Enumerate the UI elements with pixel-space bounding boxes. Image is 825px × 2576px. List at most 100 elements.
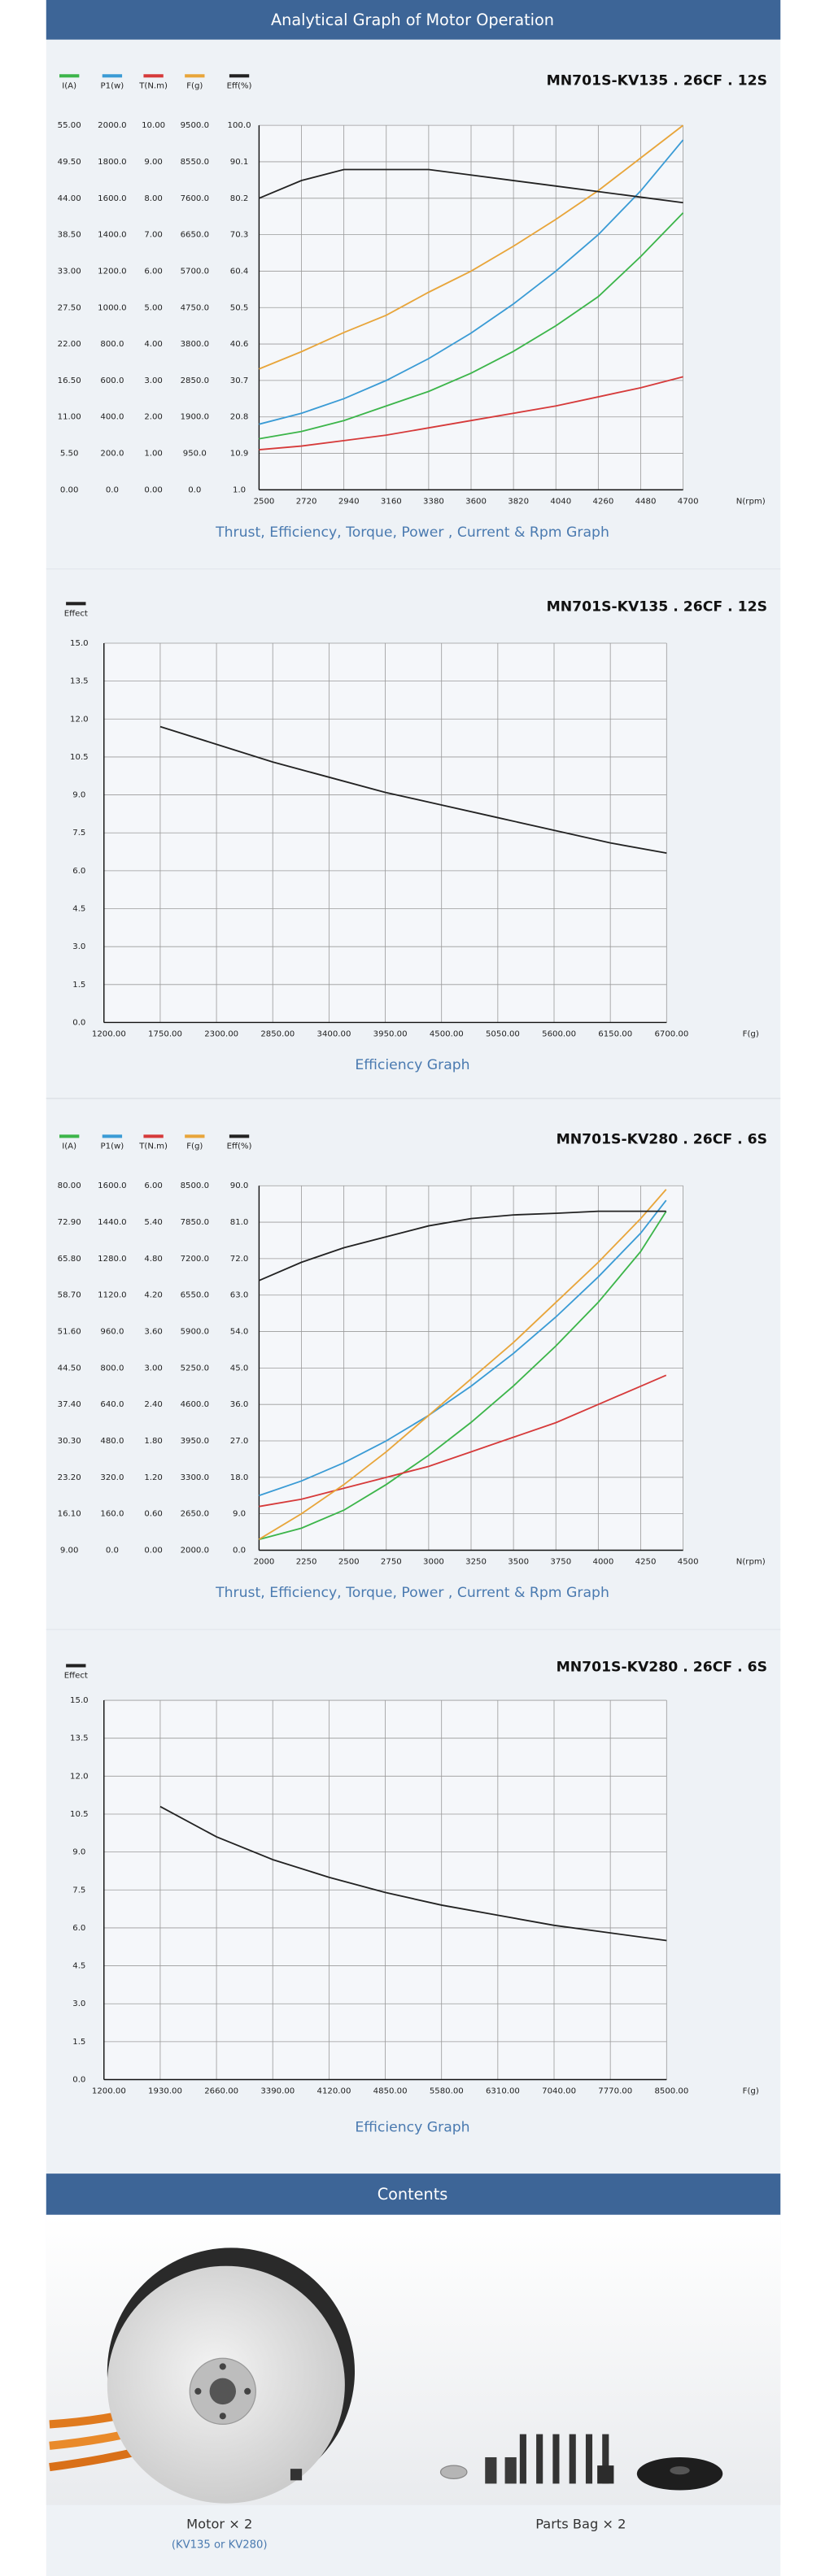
legend-swatch xyxy=(229,74,250,78)
y-tick-label: 72.90 xyxy=(58,1218,81,1227)
series-line xyxy=(259,1374,667,1508)
y-tick-label: 7.00 xyxy=(144,231,163,240)
y-tick-label: 9.0 xyxy=(72,1848,85,1857)
legend-label: F(g) xyxy=(186,1142,203,1151)
y-tick-label: 27.50 xyxy=(58,303,81,312)
y-tick-label: 65.80 xyxy=(58,1255,81,1264)
y-tick-label: 11.00 xyxy=(58,413,81,422)
bolt xyxy=(485,2456,497,2484)
y-tick-label: 70.3 xyxy=(230,231,249,240)
x-tick-label: 2500 xyxy=(254,498,275,507)
y-tick-label: 27.0 xyxy=(230,1437,249,1446)
motor-shaft xyxy=(209,2378,237,2405)
chart-caption: Efficiency Graph xyxy=(355,2119,469,2135)
x-tick-label: 3390.00 xyxy=(260,2087,295,2096)
legend-swatch xyxy=(59,1134,80,1138)
x-tick-label: 1200.00 xyxy=(92,1030,126,1039)
y-tick-label: 6650.0 xyxy=(181,231,209,240)
y-tick-label: 9500.0 xyxy=(181,121,209,130)
y-tick-label: 1900.0 xyxy=(181,413,209,422)
y-tick-label: 10.00 xyxy=(142,121,165,130)
x-tick-label: 1930.00 xyxy=(148,2087,182,2096)
legend-label: T(N.m) xyxy=(138,81,168,90)
y-tick-label: 8550.0 xyxy=(181,158,209,167)
chart-title: MN701S-KV135 . 26CF . 12S xyxy=(547,72,767,89)
legend-label: I(A) xyxy=(62,1142,76,1151)
y-tick-label: 44.50 xyxy=(58,1364,81,1373)
y-tick-label: 30.7 xyxy=(230,376,249,385)
y-tick-label: 1400.0 xyxy=(98,231,126,240)
x-tick-label: 3380 xyxy=(423,498,444,507)
y-tick-label: 13.5 xyxy=(70,677,89,686)
x-tick-label: 8500.00 xyxy=(654,2087,688,2096)
y-tick-label: 1440.0 xyxy=(98,1218,126,1227)
legend-swatch xyxy=(143,74,164,78)
hole xyxy=(219,2363,226,2370)
y-tick-label: 100.0 xyxy=(228,121,251,130)
y-tick-label: 44.00 xyxy=(58,194,81,203)
contents-bar xyxy=(46,2174,781,2215)
y-tick-label: 12.0 xyxy=(70,715,89,724)
y-tick-label: 80.2 xyxy=(230,194,249,203)
y-tick-label: 0.0 xyxy=(233,1546,246,1555)
y-tick-label: 6.0 xyxy=(72,1924,85,1933)
x-tick-label: 6310.00 xyxy=(486,2087,520,2096)
x-axis-label: F(g) xyxy=(743,2087,759,2096)
y-tick-label: 38.50 xyxy=(58,231,81,240)
y-tick-label: 4.5 xyxy=(72,1962,85,1971)
legend-swatch xyxy=(102,1134,123,1138)
y-tick-label: 6.0 xyxy=(72,867,85,876)
adapter-hole xyxy=(670,2466,690,2475)
y-tick-label: 960.0 xyxy=(100,1328,124,1337)
x-tick-label: 4480 xyxy=(635,498,657,507)
y-tick-label: 950.0 xyxy=(183,450,207,459)
y-tick-label: 1.5 xyxy=(72,981,85,990)
x-tick-label: 4040 xyxy=(550,498,571,507)
legend-swatch xyxy=(185,74,205,78)
y-tick-label: 1.00 xyxy=(144,450,163,459)
x-tick-label: 3000 xyxy=(423,1558,444,1567)
y-tick-label: 800.0 xyxy=(100,340,124,349)
y-tick-label: 7.5 xyxy=(72,1886,85,1895)
x-tick-label: 3400.00 xyxy=(317,1030,351,1039)
y-tick-label: 0.00 xyxy=(144,485,163,494)
legend-swatch xyxy=(229,1134,250,1138)
header-bar xyxy=(46,0,781,40)
washer xyxy=(439,2465,468,2479)
y-tick-label: 1600.0 xyxy=(98,1181,126,1190)
x-tick-label: 2250 xyxy=(296,1558,317,1567)
y-tick-label: 16.10 xyxy=(58,1510,81,1519)
x-tick-label: 2300.00 xyxy=(204,1030,238,1039)
contents-title: Contents xyxy=(378,2185,448,2204)
y-tick-label: 81.0 xyxy=(230,1218,249,1227)
x-axis-label: F(g) xyxy=(743,1030,759,1039)
x-tick-label: 3250 xyxy=(465,1558,487,1567)
logo xyxy=(290,2469,303,2481)
y-tick-label: 1.0 xyxy=(233,485,246,494)
x-tick-label: 3750 xyxy=(550,1558,571,1567)
x-tick-label: 2660.00 xyxy=(204,2087,238,2096)
chart-title: MN701S-KV280 . 26CF . 6S xyxy=(557,1131,767,1147)
y-tick-label: 4750.0 xyxy=(181,303,209,312)
y-tick-label: 15.0 xyxy=(70,639,89,648)
y-tick-label: 8500.0 xyxy=(181,1181,209,1190)
chart-title: MN701S-KV135 . 26CF . 12S xyxy=(547,598,767,615)
y-tick-label: 2850.0 xyxy=(181,376,209,385)
x-tick-label: 3500 xyxy=(508,1558,529,1567)
y-tick-label: 3800.0 xyxy=(181,340,209,349)
y-tick-label: 600.0 xyxy=(100,376,124,385)
y-tick-label: 7600.0 xyxy=(181,194,209,203)
legend-label: Effect xyxy=(64,609,88,618)
y-tick-label: 5.40 xyxy=(144,1218,163,1227)
y-tick-label: 37.40 xyxy=(58,1400,81,1409)
y-tick-label: 400.0 xyxy=(100,413,124,422)
y-tick-label: 50.5 xyxy=(230,303,249,312)
y-tick-label: 0.0 xyxy=(106,1546,119,1555)
y-tick-label: 6.00 xyxy=(144,267,163,276)
x-tick-label: 1200.00 xyxy=(92,2087,126,2096)
x-tick-label: 4250 xyxy=(635,1558,657,1567)
y-tick-label: 3.60 xyxy=(144,1328,163,1337)
y-tick-label: 90.1 xyxy=(230,158,249,167)
y-tick-label: 0.0 xyxy=(72,1018,85,1027)
y-tick-label: 4.00 xyxy=(144,340,163,349)
